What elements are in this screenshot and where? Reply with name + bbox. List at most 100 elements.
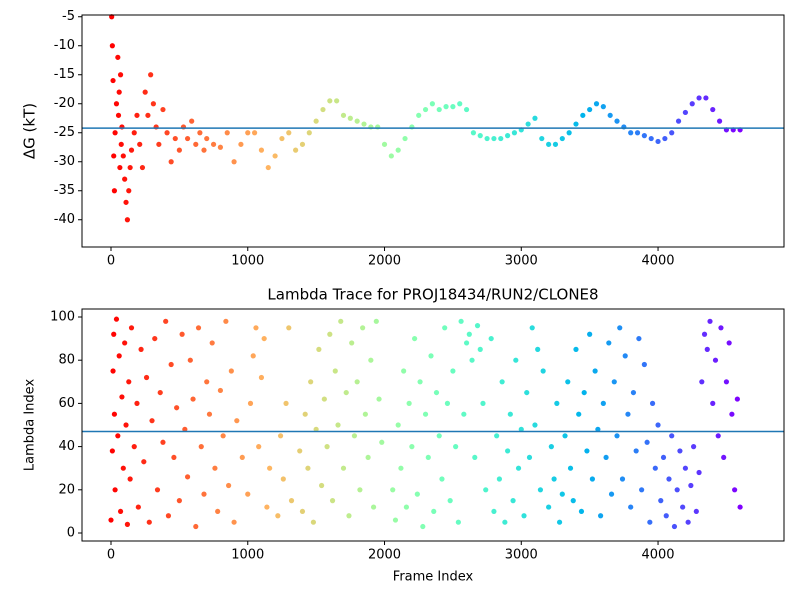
point <box>212 465 218 471</box>
point <box>137 141 143 147</box>
point <box>662 135 668 142</box>
point <box>327 98 333 104</box>
point <box>592 368 598 374</box>
point <box>217 144 224 150</box>
point <box>379 439 385 445</box>
point <box>595 426 601 432</box>
point <box>204 135 210 142</box>
point <box>349 340 355 346</box>
point <box>470 130 477 136</box>
point <box>420 523 426 530</box>
point <box>193 141 199 147</box>
point <box>436 106 442 113</box>
point <box>122 340 128 346</box>
point <box>346 513 352 519</box>
point <box>215 508 221 515</box>
point <box>734 396 740 402</box>
chart-title: Lambda Trace for PROJ18434/RUN2/CLONE8 <box>267 286 598 304</box>
x-tick-label: 0 <box>107 548 115 563</box>
point <box>498 135 504 142</box>
point <box>570 498 576 504</box>
point <box>737 504 743 510</box>
point <box>674 487 680 493</box>
point <box>338 318 344 324</box>
point <box>567 465 574 471</box>
point <box>113 101 120 107</box>
point <box>685 519 691 525</box>
point <box>306 130 312 136</box>
point <box>647 519 653 525</box>
point <box>234 418 240 424</box>
y-tick-label: 0 <box>67 526 75 541</box>
point <box>302 411 308 417</box>
point <box>537 487 544 493</box>
point <box>251 130 258 136</box>
point <box>696 469 702 476</box>
y-tick-label: -40 <box>54 212 75 227</box>
point <box>340 112 347 118</box>
point <box>286 325 292 331</box>
point <box>718 325 724 331</box>
point <box>201 491 207 497</box>
point <box>280 476 286 482</box>
point <box>193 523 199 530</box>
point <box>354 118 360 124</box>
point <box>682 109 688 116</box>
point <box>444 400 451 406</box>
x-tick-label: 3000 <box>505 254 538 269</box>
point <box>566 130 572 136</box>
point <box>171 454 177 461</box>
point <box>515 465 522 471</box>
point <box>253 325 259 331</box>
point <box>108 517 114 523</box>
point <box>682 465 688 471</box>
y-tick-label: -15 <box>54 67 75 82</box>
point <box>644 439 650 445</box>
point <box>256 444 262 450</box>
point <box>112 130 118 136</box>
point <box>297 448 303 454</box>
y-tick-label: 100 <box>50 309 75 324</box>
point <box>308 379 314 385</box>
point <box>179 331 185 337</box>
plot-points <box>109 14 743 223</box>
point <box>135 504 141 510</box>
x-tick-label: 2000 <box>368 548 401 563</box>
point <box>641 361 647 368</box>
point <box>139 164 146 171</box>
point <box>388 153 394 159</box>
point <box>443 104 449 110</box>
point <box>721 454 727 461</box>
point <box>149 418 155 424</box>
point <box>131 444 137 450</box>
point <box>578 508 585 515</box>
point <box>660 454 667 461</box>
point <box>648 135 654 142</box>
point <box>128 325 135 331</box>
point <box>112 487 118 493</box>
point <box>160 106 166 113</box>
point <box>505 133 511 139</box>
point <box>343 389 349 396</box>
point <box>142 89 148 95</box>
point <box>655 138 661 145</box>
point <box>484 135 490 142</box>
point <box>362 411 368 417</box>
point <box>398 465 404 471</box>
point <box>726 340 732 346</box>
point <box>580 112 586 118</box>
point <box>150 101 156 107</box>
y-tick-label: -5 <box>62 9 75 24</box>
point <box>589 476 595 482</box>
y-tick-label: 60 <box>58 396 75 411</box>
point <box>174 405 180 411</box>
point <box>145 112 151 118</box>
point <box>117 72 124 78</box>
point <box>134 400 140 406</box>
point <box>286 130 292 136</box>
y-tick-label: -30 <box>54 154 75 169</box>
point <box>675 118 682 124</box>
point <box>474 323 481 329</box>
point <box>510 498 516 504</box>
point <box>715 433 721 439</box>
